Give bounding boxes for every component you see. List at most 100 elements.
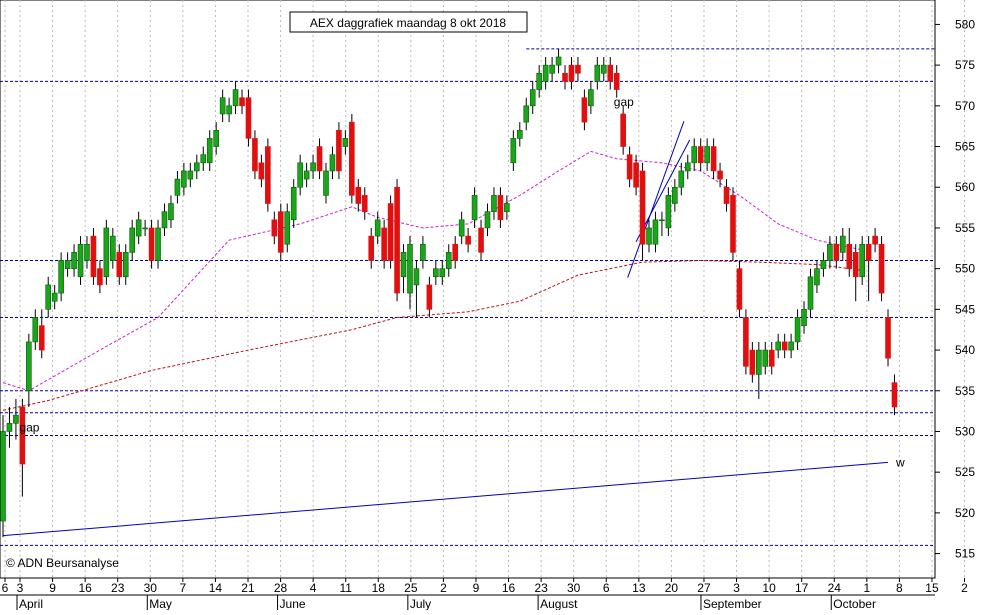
candle-body bbox=[833, 243, 840, 261]
y-tick-label: 535 bbox=[955, 384, 975, 398]
chart-title: AEX daggrafiek maandag 8 okt 2018 bbox=[310, 16, 506, 30]
x-tick-label: 4 bbox=[310, 581, 317, 595]
candle-body bbox=[368, 235, 375, 261]
x-tick-label: 20 bbox=[665, 581, 679, 595]
candle-body bbox=[736, 268, 743, 310]
candle-body bbox=[820, 260, 827, 269]
candle-body bbox=[762, 349, 769, 367]
x-tick-label: 9 bbox=[49, 581, 56, 595]
candle-body bbox=[413, 268, 420, 286]
y-tick-label: 525 bbox=[955, 465, 975, 479]
candle-body bbox=[665, 195, 672, 229]
source: © ADN Beursanalyse bbox=[6, 556, 119, 570]
candle-body bbox=[181, 170, 187, 188]
candle-body bbox=[310, 162, 316, 172]
y-tick-label: 570 bbox=[955, 99, 975, 113]
x-tick-label: 25 bbox=[404, 581, 418, 595]
x-tick-label: 1 bbox=[863, 581, 870, 595]
candle-body bbox=[245, 97, 252, 139]
x-tick-label: 23 bbox=[111, 581, 125, 595]
candle-body bbox=[717, 170, 723, 180]
x-tick-label: 30 bbox=[144, 581, 158, 595]
candle-body bbox=[19, 406, 26, 465]
candle-body bbox=[161, 211, 168, 229]
candle-body bbox=[646, 227, 652, 245]
candle-body bbox=[297, 162, 303, 188]
x-tick-label: 11 bbox=[339, 581, 352, 595]
x-tick-label: 8 bbox=[896, 581, 903, 595]
candle-body bbox=[219, 97, 226, 115]
x-tick-label: 23 bbox=[534, 581, 548, 595]
y-tick-label: 530 bbox=[955, 424, 975, 438]
candle-body bbox=[691, 146, 698, 164]
candle-body bbox=[600, 64, 607, 74]
y-tick-label: 565 bbox=[955, 140, 975, 154]
candle-body bbox=[355, 186, 362, 204]
candle-body bbox=[697, 146, 704, 164]
candle-body bbox=[704, 146, 710, 164]
candle-body bbox=[226, 105, 232, 115]
x-tick-label: 9 bbox=[473, 581, 480, 595]
candle-body bbox=[0, 431, 6, 522]
y-tick-label: 540 bbox=[955, 343, 975, 357]
candle-body bbox=[452, 243, 459, 261]
candle-body bbox=[846, 243, 853, 269]
candle-body bbox=[581, 97, 588, 123]
candle-body bbox=[536, 72, 542, 90]
candle-body bbox=[458, 219, 465, 237]
candle-body bbox=[814, 268, 820, 286]
candle-body bbox=[852, 252, 859, 278]
candle-body bbox=[129, 227, 135, 253]
candle-body bbox=[420, 243, 426, 261]
plot-frame bbox=[0, 0, 936, 579]
candle-body bbox=[504, 203, 510, 212]
candle-body bbox=[6, 423, 13, 432]
candle-body bbox=[562, 72, 568, 82]
x-tick-label: 6 bbox=[603, 581, 610, 595]
candle-body bbox=[775, 341, 782, 351]
month-label: September bbox=[703, 597, 762, 610]
candle-body bbox=[465, 235, 471, 245]
candle-body bbox=[51, 292, 58, 302]
candle-body bbox=[135, 219, 142, 237]
candle-body bbox=[271, 219, 278, 237]
candle-body bbox=[84, 243, 90, 261]
candle-body bbox=[678, 170, 685, 188]
x-tick-label: 13 bbox=[632, 581, 646, 595]
annotation: gap bbox=[614, 95, 634, 109]
candle-body bbox=[523, 105, 530, 123]
x-tick-label: 7 bbox=[180, 581, 187, 595]
candle-body bbox=[568, 64, 575, 82]
x-tick-label: 16 bbox=[502, 581, 516, 595]
x-tick-label: 30 bbox=[567, 581, 581, 595]
ma-long bbox=[2, 260, 863, 411]
candle-body bbox=[290, 186, 297, 221]
x-tick-label: 10 bbox=[762, 581, 776, 595]
month-label: October bbox=[833, 597, 876, 610]
y-tick-label: 560 bbox=[955, 180, 975, 194]
x-tick-label: 3 bbox=[733, 581, 740, 595]
candle-body bbox=[445, 252, 452, 269]
y-tick-label: 555 bbox=[955, 221, 975, 235]
month-label: May bbox=[149, 597, 172, 610]
candle-body bbox=[672, 186, 678, 204]
candle-body bbox=[252, 138, 258, 172]
candle-body bbox=[491, 195, 497, 212]
annotation: gap bbox=[19, 420, 39, 434]
candle-body bbox=[684, 162, 691, 172]
candle-body bbox=[756, 349, 762, 375]
candle-body bbox=[232, 89, 239, 107]
candle-body bbox=[284, 211, 291, 245]
candle-body bbox=[807, 276, 814, 310]
candle-body bbox=[316, 146, 323, 172]
trendline bbox=[627, 121, 685, 278]
candle-body bbox=[626, 154, 633, 180]
candle-body bbox=[891, 382, 898, 408]
candle-body bbox=[788, 341, 794, 351]
candle-body bbox=[116, 252, 123, 278]
y-tick-label: 520 bbox=[955, 506, 975, 520]
candle-body bbox=[478, 227, 484, 253]
candle-body bbox=[239, 97, 245, 107]
candle-body bbox=[387, 203, 394, 261]
candle-body bbox=[200, 154, 207, 164]
